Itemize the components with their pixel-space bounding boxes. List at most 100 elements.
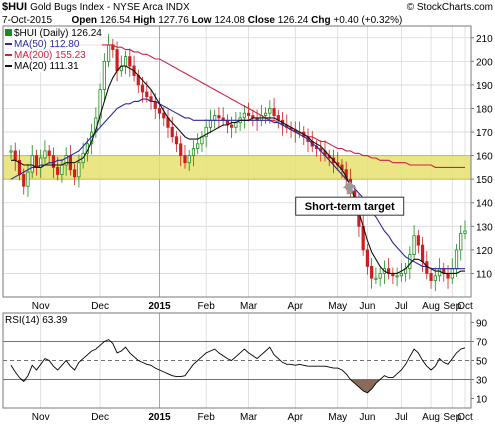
price-y-tick-label: 190 (476, 81, 493, 92)
price-candle (463, 230, 467, 234)
rsi-y-tick-label: 50 (476, 357, 488, 368)
price-y-tick-label: 130 (476, 222, 493, 233)
price-candle (399, 273, 403, 277)
price-legend: $HUI (Daily) 126.24 MA(50) 112.80 MA(200… (5, 28, 102, 72)
rsi-y-tick-label: 10 (476, 395, 488, 406)
ma50-line (10, 98, 465, 270)
rsi-x-tick-label: Sep (443, 412, 461, 423)
price-x-tick-label: Apr (287, 301, 303, 312)
price-candle (115, 49, 119, 72)
price-candle (174, 136, 179, 145)
legend-price: $HUI (Daily) 126.24 (5, 28, 102, 39)
target-arrow (342, 181, 357, 195)
price-candle (263, 112, 268, 116)
legend-ma50-text: MA(50) 112.80 (14, 39, 80, 50)
price-candle (454, 249, 459, 270)
price-candle (157, 108, 162, 114)
price-candle (162, 112, 166, 119)
price-candle (34, 155, 39, 168)
chart-title-row: $HUI Gold Bugs Index - NYSE Arca INDX © … (2, 1, 493, 14)
price-candle (437, 268, 442, 277)
price-candle (191, 148, 196, 157)
index-name: Gold Bugs Index - NYSE Arca INDX (30, 2, 190, 13)
legend-price-text: $HUI (Daily) 126.24 (14, 28, 102, 39)
price-y-tick-label: 200 (476, 57, 493, 68)
rsi-line (10, 339, 466, 394)
rsi-x-tick-label: Aug (422, 412, 440, 423)
legend-ma20: MA(20) 111.31 (5, 61, 102, 72)
target-callout: Short-term target (295, 181, 405, 216)
close-value: 126.24 (277, 15, 309, 26)
price-candle (412, 235, 416, 255)
price-y-axis: 110 120 130 140 150 160 170 180 190 200 210 (471, 34, 493, 280)
rsi-y-tick-label: 70 (476, 338, 488, 349)
price-candle (22, 174, 26, 187)
price-candle (416, 235, 420, 246)
price-candle (60, 164, 64, 175)
credit: © StockCharts.com (406, 2, 493, 13)
rsi-x-tick-label: Oct (457, 412, 473, 423)
price-candle (145, 91, 149, 98)
price-candle (26, 171, 30, 187)
rsi-grid (3, 313, 471, 408)
chg-label: Chg (311, 15, 331, 26)
price-candle (378, 273, 382, 279)
rsi-x-tick-label: May (328, 412, 347, 423)
symbol: $HUI (2, 1, 28, 13)
price-candle (102, 60, 106, 91)
price-candle (370, 265, 374, 279)
price-candle (242, 112, 246, 119)
price-candle (272, 108, 276, 116)
rsi-legend: RSI(14) 63.39 (5, 315, 67, 326)
rsi-x-tick-label: Dec (91, 412, 109, 423)
price-candle (213, 115, 217, 121)
quote-date: 7-Oct-2015 (2, 15, 53, 26)
price-candle (230, 124, 234, 128)
price-candle (196, 143, 200, 149)
rsi-y-tick-label: 30 (476, 376, 488, 387)
open-label: Open (71, 15, 98, 26)
price-candle (123, 56, 128, 67)
price-candle (446, 273, 450, 279)
rsi-title: RSI(14) 63.39 (5, 315, 68, 326)
price-candle (183, 155, 187, 164)
price-candle (408, 254, 412, 270)
price-y-tick-label: 170 (476, 128, 493, 139)
price-y-tick-label: 110 (476, 269, 492, 280)
price-x-tick-label: May (328, 301, 347, 312)
price-y-tick-label: 120 (476, 246, 493, 257)
price-x-tick-label: Sep (443, 301, 461, 312)
chg-value: +0.40 (+0.32%) (333, 15, 403, 26)
price-candle (247, 112, 251, 116)
low-value: 124.08 (214, 15, 245, 26)
price-x-tick-label: Feb (198, 301, 216, 312)
price-y-tick-label: 160 (476, 152, 493, 163)
legend-ma200-text: MA(200) 155.23 (14, 50, 86, 61)
rsi-x-tick-label: Mar (240, 412, 258, 423)
price-candle (170, 126, 174, 138)
rsi-x-tick-label: 2015 (148, 412, 171, 423)
price-candle (208, 119, 213, 128)
price-x-tick-label: Oct (457, 301, 473, 312)
target-label-box (295, 196, 405, 216)
price-candle (187, 155, 191, 164)
price-candle (30, 155, 34, 173)
price-candle (77, 162, 81, 178)
price-candle (13, 150, 17, 161)
price-x-tick-label: Aug (422, 301, 440, 312)
high-value: 127.76 (158, 15, 189, 26)
price-candle (98, 89, 102, 119)
rsi-x-tick-label: Nov (32, 412, 50, 423)
rsi-oversold-fill (11, 379, 465, 393)
high-label: High (133, 15, 156, 26)
ma20-line (11, 65, 465, 274)
price-candle (51, 155, 56, 168)
price-candle (429, 273, 433, 281)
price-candle (425, 261, 429, 274)
price-candle (204, 126, 208, 138)
price-y-tick-label: 210 (476, 34, 493, 45)
rsi-x-tick-label: Feb (198, 412, 216, 423)
price-candle (128, 56, 132, 67)
price-candle (56, 166, 60, 175)
